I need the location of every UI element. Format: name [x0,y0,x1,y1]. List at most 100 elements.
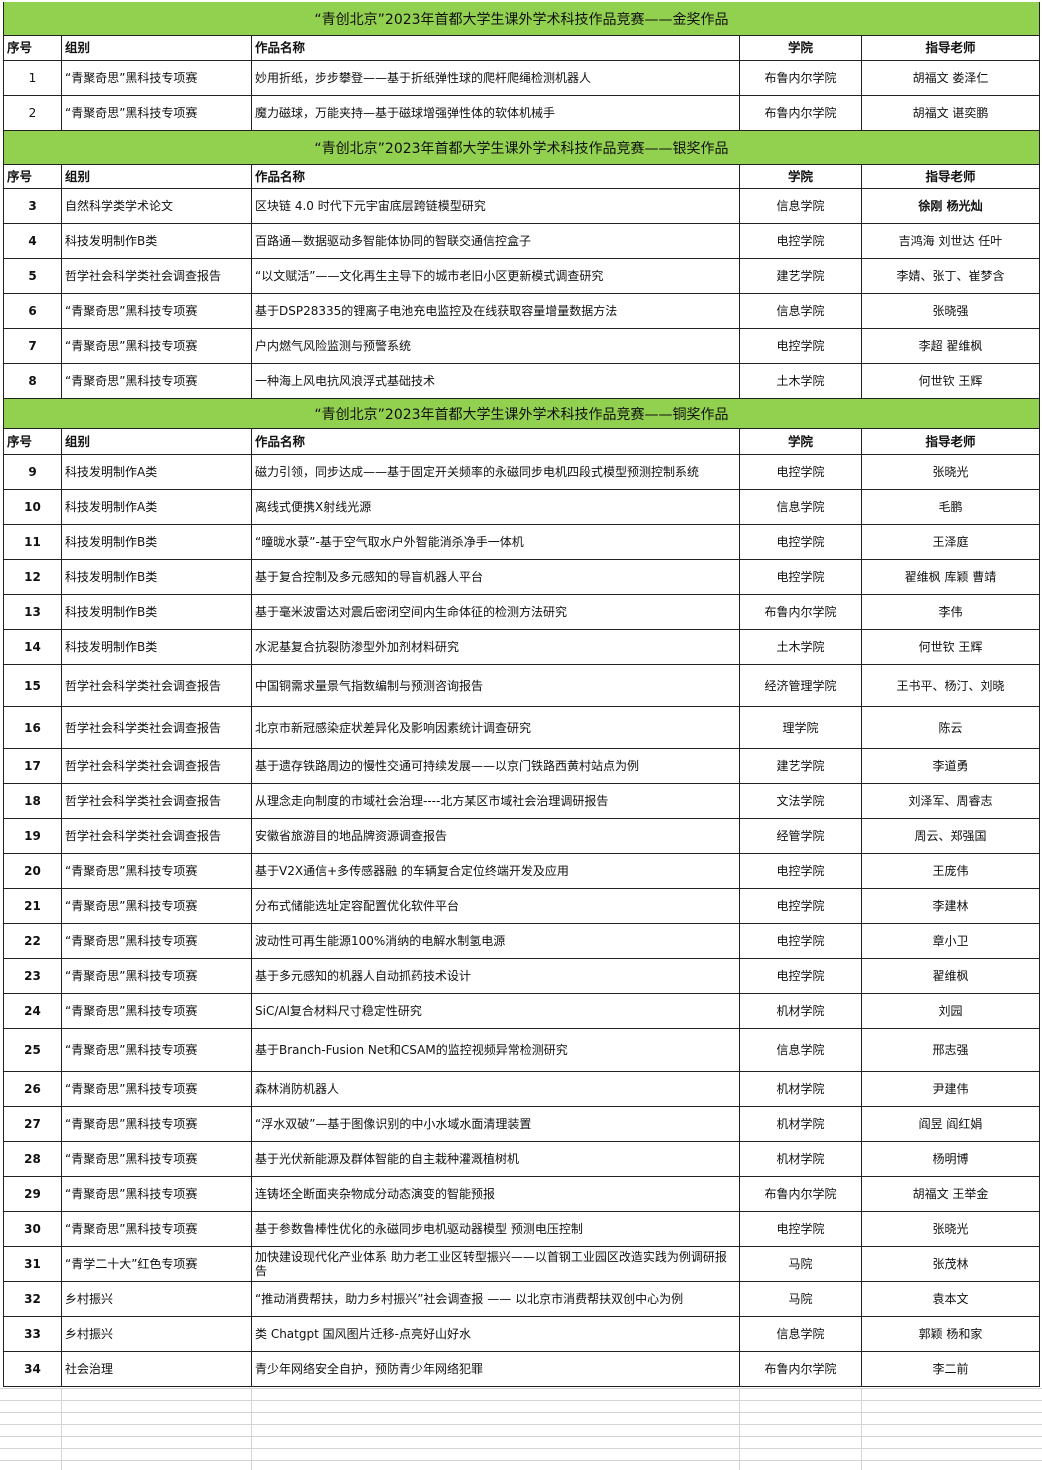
cell-project-title[interactable]: SiC/Al复合材料尺寸稳定性研究 [251,994,739,1028]
cell-category[interactable]: “青聚奇思”黑科技专项赛 [61,994,251,1028]
cell-project-title[interactable]: 百路通—数据驱动多智能体协同的智联交通信控盒子 [251,224,739,258]
cell-project-title[interactable]: 中国铜需求量景气指数编制与预测咨询报告 [251,665,739,706]
cell-college[interactable]: 机材学院 [739,1142,861,1176]
cell-category[interactable]: 科技发明制作B类 [61,595,251,629]
cell-project-title[interactable]: 一种海上风电抗风浪浮式基础技术 [251,364,739,398]
cell-project-title[interactable]: 基于毫米波雷达对震后密闭空间内生命体征的检测方法研究 [251,595,739,629]
cell-college[interactable]: 建艺学院 [739,259,861,293]
cell-project-title[interactable]: 区块链 4.0 时代下元宇宙底层跨链模型研究 [251,189,739,223]
cell-category[interactable]: 社会治理 [61,1352,251,1386]
cell-number[interactable]: 4 [3,224,61,258]
cell-number[interactable]: 34 [3,1352,61,1386]
cell-college[interactable]: 布鲁内尔学院 [739,595,861,629]
cell-category[interactable]: 哲学社会科学类社会调查报告 [61,819,251,853]
cell-advisor[interactable]: 王书平、杨汀、刘晓 [861,665,1040,706]
cell-number[interactable]: 10 [3,490,61,524]
cell-number[interactable]: 14 [3,630,61,664]
cell-number[interactable]: 2 [3,96,61,130]
cell-project-title[interactable]: “浮水双破”—基于图像识别的中小水域水面清理装置 [251,1107,739,1141]
cell-advisor[interactable]: 何世钦 王辉 [861,364,1040,398]
cell-college[interactable]: 机材学院 [739,1072,861,1106]
cell-college[interactable]: 机材学院 [739,994,861,1028]
cell-category[interactable]: “青聚奇思”黑科技专项赛 [61,294,251,328]
cell-advisor[interactable]: 张晓光 [861,455,1040,489]
cell-advisor[interactable]: 杨明博 [861,1142,1040,1176]
cell-category[interactable]: “青聚奇思”黑科技专项赛 [61,96,251,130]
cell-college[interactable]: 土木学院 [739,630,861,664]
cell-number[interactable]: 20 [3,854,61,888]
cell-college[interactable]: 信息学院 [739,490,861,524]
cell-category[interactable]: 哲学社会科学类社会调查报告 [61,784,251,818]
cell-college[interactable]: 信息学院 [739,1029,861,1071]
cell-college[interactable]: 布鲁内尔学院 [739,1177,861,1211]
cell-project-title[interactable]: 波动性可再生能源100%消纳的电解水制氢电源 [251,924,739,958]
cell-project-title[interactable]: 妙用折纸，步步攀登——基于折纸弹性球的爬杆爬绳检测机器人 [251,61,739,95]
cell-advisor[interactable]: 毛鹏 [861,490,1040,524]
cell-number[interactable]: 8 [3,364,61,398]
cell-category[interactable]: 哲学社会科学类社会调查报告 [61,259,251,293]
cell-number[interactable]: 3 [3,189,61,223]
cell-project-title[interactable]: 青少年网络安全自护，预防青少年网络犯罪 [251,1352,739,1386]
cell-advisor[interactable]: 吉鸿海 刘世达 任叶 [861,224,1040,258]
cell-category[interactable]: 科技发明制作B类 [61,525,251,559]
cell-advisor[interactable]: 尹建伟 [861,1072,1040,1106]
cell-advisor[interactable]: 徐刚 杨光灿 [861,189,1040,223]
cell-category[interactable]: “青聚奇思”黑科技专项赛 [61,1142,251,1176]
cell-number[interactable]: 24 [3,994,61,1028]
cell-number[interactable]: 23 [3,959,61,993]
cell-college[interactable]: 电控学院 [739,560,861,594]
cell-college[interactable]: 建艺学院 [739,749,861,783]
cell-number[interactable]: 25 [3,1029,61,1071]
cell-college[interactable]: 布鲁内尔学院 [739,96,861,130]
cell-advisor[interactable]: 王庞伟 [861,854,1040,888]
cell-advisor[interactable]: 李建林 [861,889,1040,923]
cell-project-title[interactable]: 基于Branch-Fusion Net和CSAM的监控视频异常检测研究 [251,1029,739,1071]
cell-college[interactable]: 经济管理学院 [739,665,861,706]
cell-advisor[interactable]: 章小卫 [861,924,1040,958]
cell-advisor[interactable]: 胡福文 谌奕鹏 [861,96,1040,130]
cell-category[interactable]: “青聚奇思”黑科技专项赛 [61,924,251,958]
cell-advisor[interactable]: 李婧、张丁、崔梦含 [861,259,1040,293]
cell-advisor[interactable]: 李伟 [861,595,1040,629]
cell-category[interactable]: “青聚奇思”黑科技专项赛 [61,854,251,888]
cell-college[interactable]: 土木学院 [739,364,861,398]
cell-number[interactable]: 12 [3,560,61,594]
cell-number[interactable]: 29 [3,1177,61,1211]
cell-college[interactable]: 电控学院 [739,854,861,888]
cell-number[interactable]: 21 [3,889,61,923]
cell-number[interactable]: 7 [3,329,61,363]
cell-college[interactable]: 信息学院 [739,1317,861,1351]
cell-college[interactable]: 马院 [739,1282,861,1316]
cell-project-title[interactable]: 森林消防机器人 [251,1072,739,1106]
cell-number[interactable]: 16 [3,707,61,748]
cell-college[interactable]: 经管学院 [739,819,861,853]
cell-category[interactable]: 科技发明制作B类 [61,224,251,258]
cell-college[interactable]: 电控学院 [739,959,861,993]
cell-college[interactable]: 信息学院 [739,294,861,328]
cell-project-title[interactable]: 基于光伏新能源及群体智能的自主栽种灌溉植树机 [251,1142,739,1176]
cell-college[interactable]: 电控学院 [739,889,861,923]
cell-project-title[interactable]: 魔力磁球，万能夹持—基于磁球增强弹性体的软体机械手 [251,96,739,130]
cell-number[interactable]: 1 [3,61,61,95]
cell-category[interactable]: 科技发明制作B类 [61,630,251,664]
cell-college[interactable]: 机材学院 [739,1107,861,1141]
cell-category[interactable]: 科技发明制作B类 [61,560,251,594]
cell-advisor[interactable]: 陈云 [861,707,1040,748]
cell-number[interactable]: 19 [3,819,61,853]
cell-category[interactable]: “青聚奇思”黑科技专项赛 [61,61,251,95]
cell-project-title[interactable]: 基于复合控制及多元感知的导盲机器人平台 [251,560,739,594]
cell-project-title[interactable]: 离线式便携X射线光源 [251,490,739,524]
cell-college[interactable]: 理学院 [739,707,861,748]
cell-project-title[interactable]: “曈昽水菉”-基于空气取水户外智能消杀净手一体机 [251,525,739,559]
cell-advisor[interactable]: 李二前 [861,1352,1040,1386]
cell-advisor[interactable]: 张晓光 [861,1212,1040,1246]
cell-advisor[interactable]: 刘泽军、周睿志 [861,784,1040,818]
cell-category[interactable]: “青聚奇思”黑科技专项赛 [61,959,251,993]
cell-number[interactable]: 28 [3,1142,61,1176]
cell-advisor[interactable]: 郭颖 杨和家 [861,1317,1040,1351]
cell-number[interactable]: 32 [3,1282,61,1316]
cell-category[interactable]: 哲学社会科学类社会调查报告 [61,665,251,706]
cell-category[interactable]: “青聚奇思”黑科技专项赛 [61,1177,251,1211]
cell-number[interactable]: 33 [3,1317,61,1351]
cell-advisor[interactable]: 袁本文 [861,1282,1040,1316]
